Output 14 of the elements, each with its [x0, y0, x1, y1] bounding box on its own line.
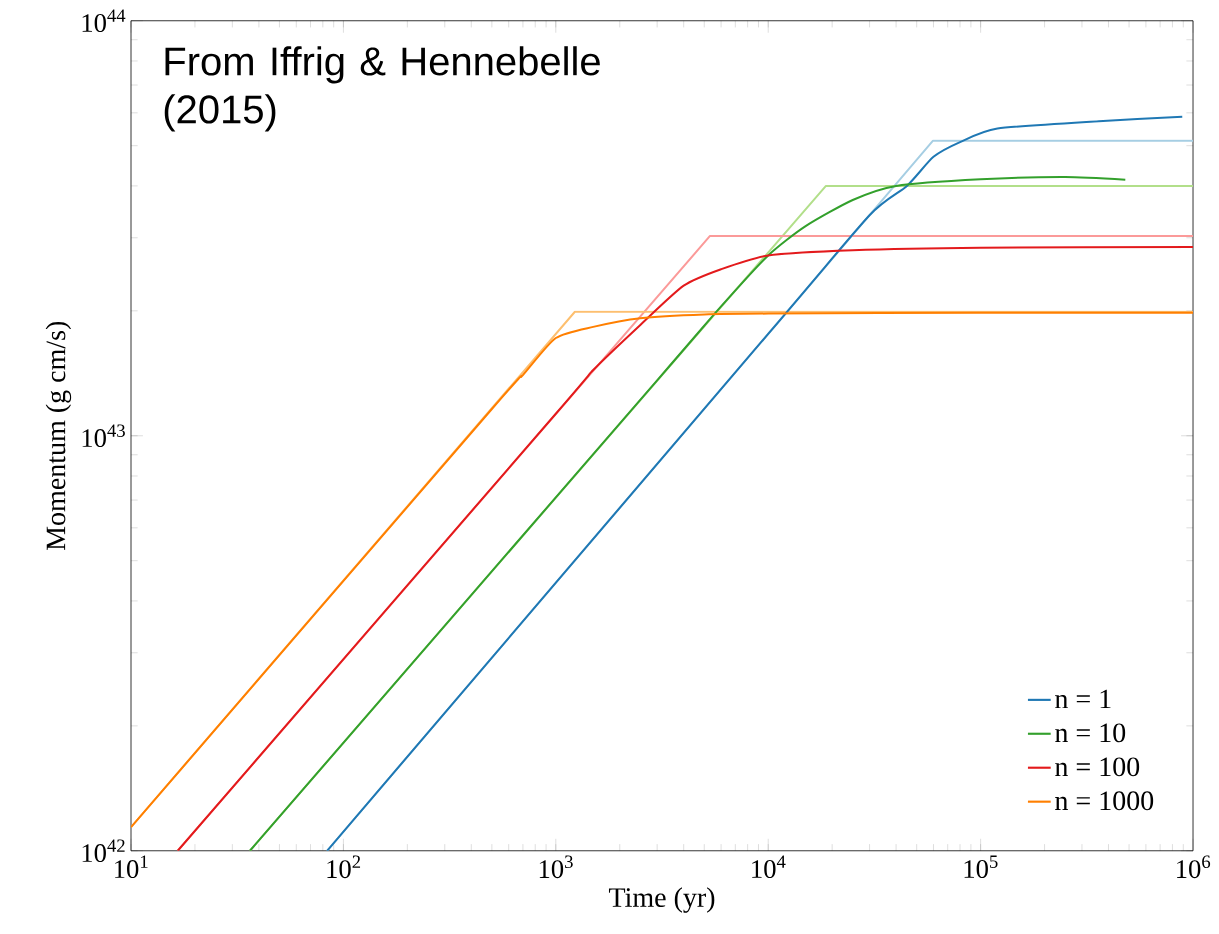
legend-label: n = 1000	[1055, 791, 1154, 811]
y-tick-label: 10$^{43}$	[82, 424, 125, 448]
x-tick-label: 10$^{3}$	[539, 855, 573, 879]
x-tick-label: 10$^{2}$	[327, 855, 361, 879]
x-tick-label: 10$^{6}$	[1177, 855, 1211, 879]
y-tick-label: 10$^{44}$	[82, 9, 126, 33]
y-axis-title: Momentum (g cm/s)	[45, 321, 72, 551]
legend-label: n = 100	[1055, 757, 1140, 777]
legend-label: n = 1	[1055, 689, 1111, 709]
annotation: From Iffrig & Hennebelle (2015)	[164, 46, 600, 132]
legend-label: n = 10	[1055, 723, 1126, 743]
x-tick-label: 10$^{5}$	[964, 855, 998, 878]
x-tick-label: 10$^{4}$	[752, 855, 786, 879]
x-axis-title: Time (yr)	[608, 887, 715, 913]
